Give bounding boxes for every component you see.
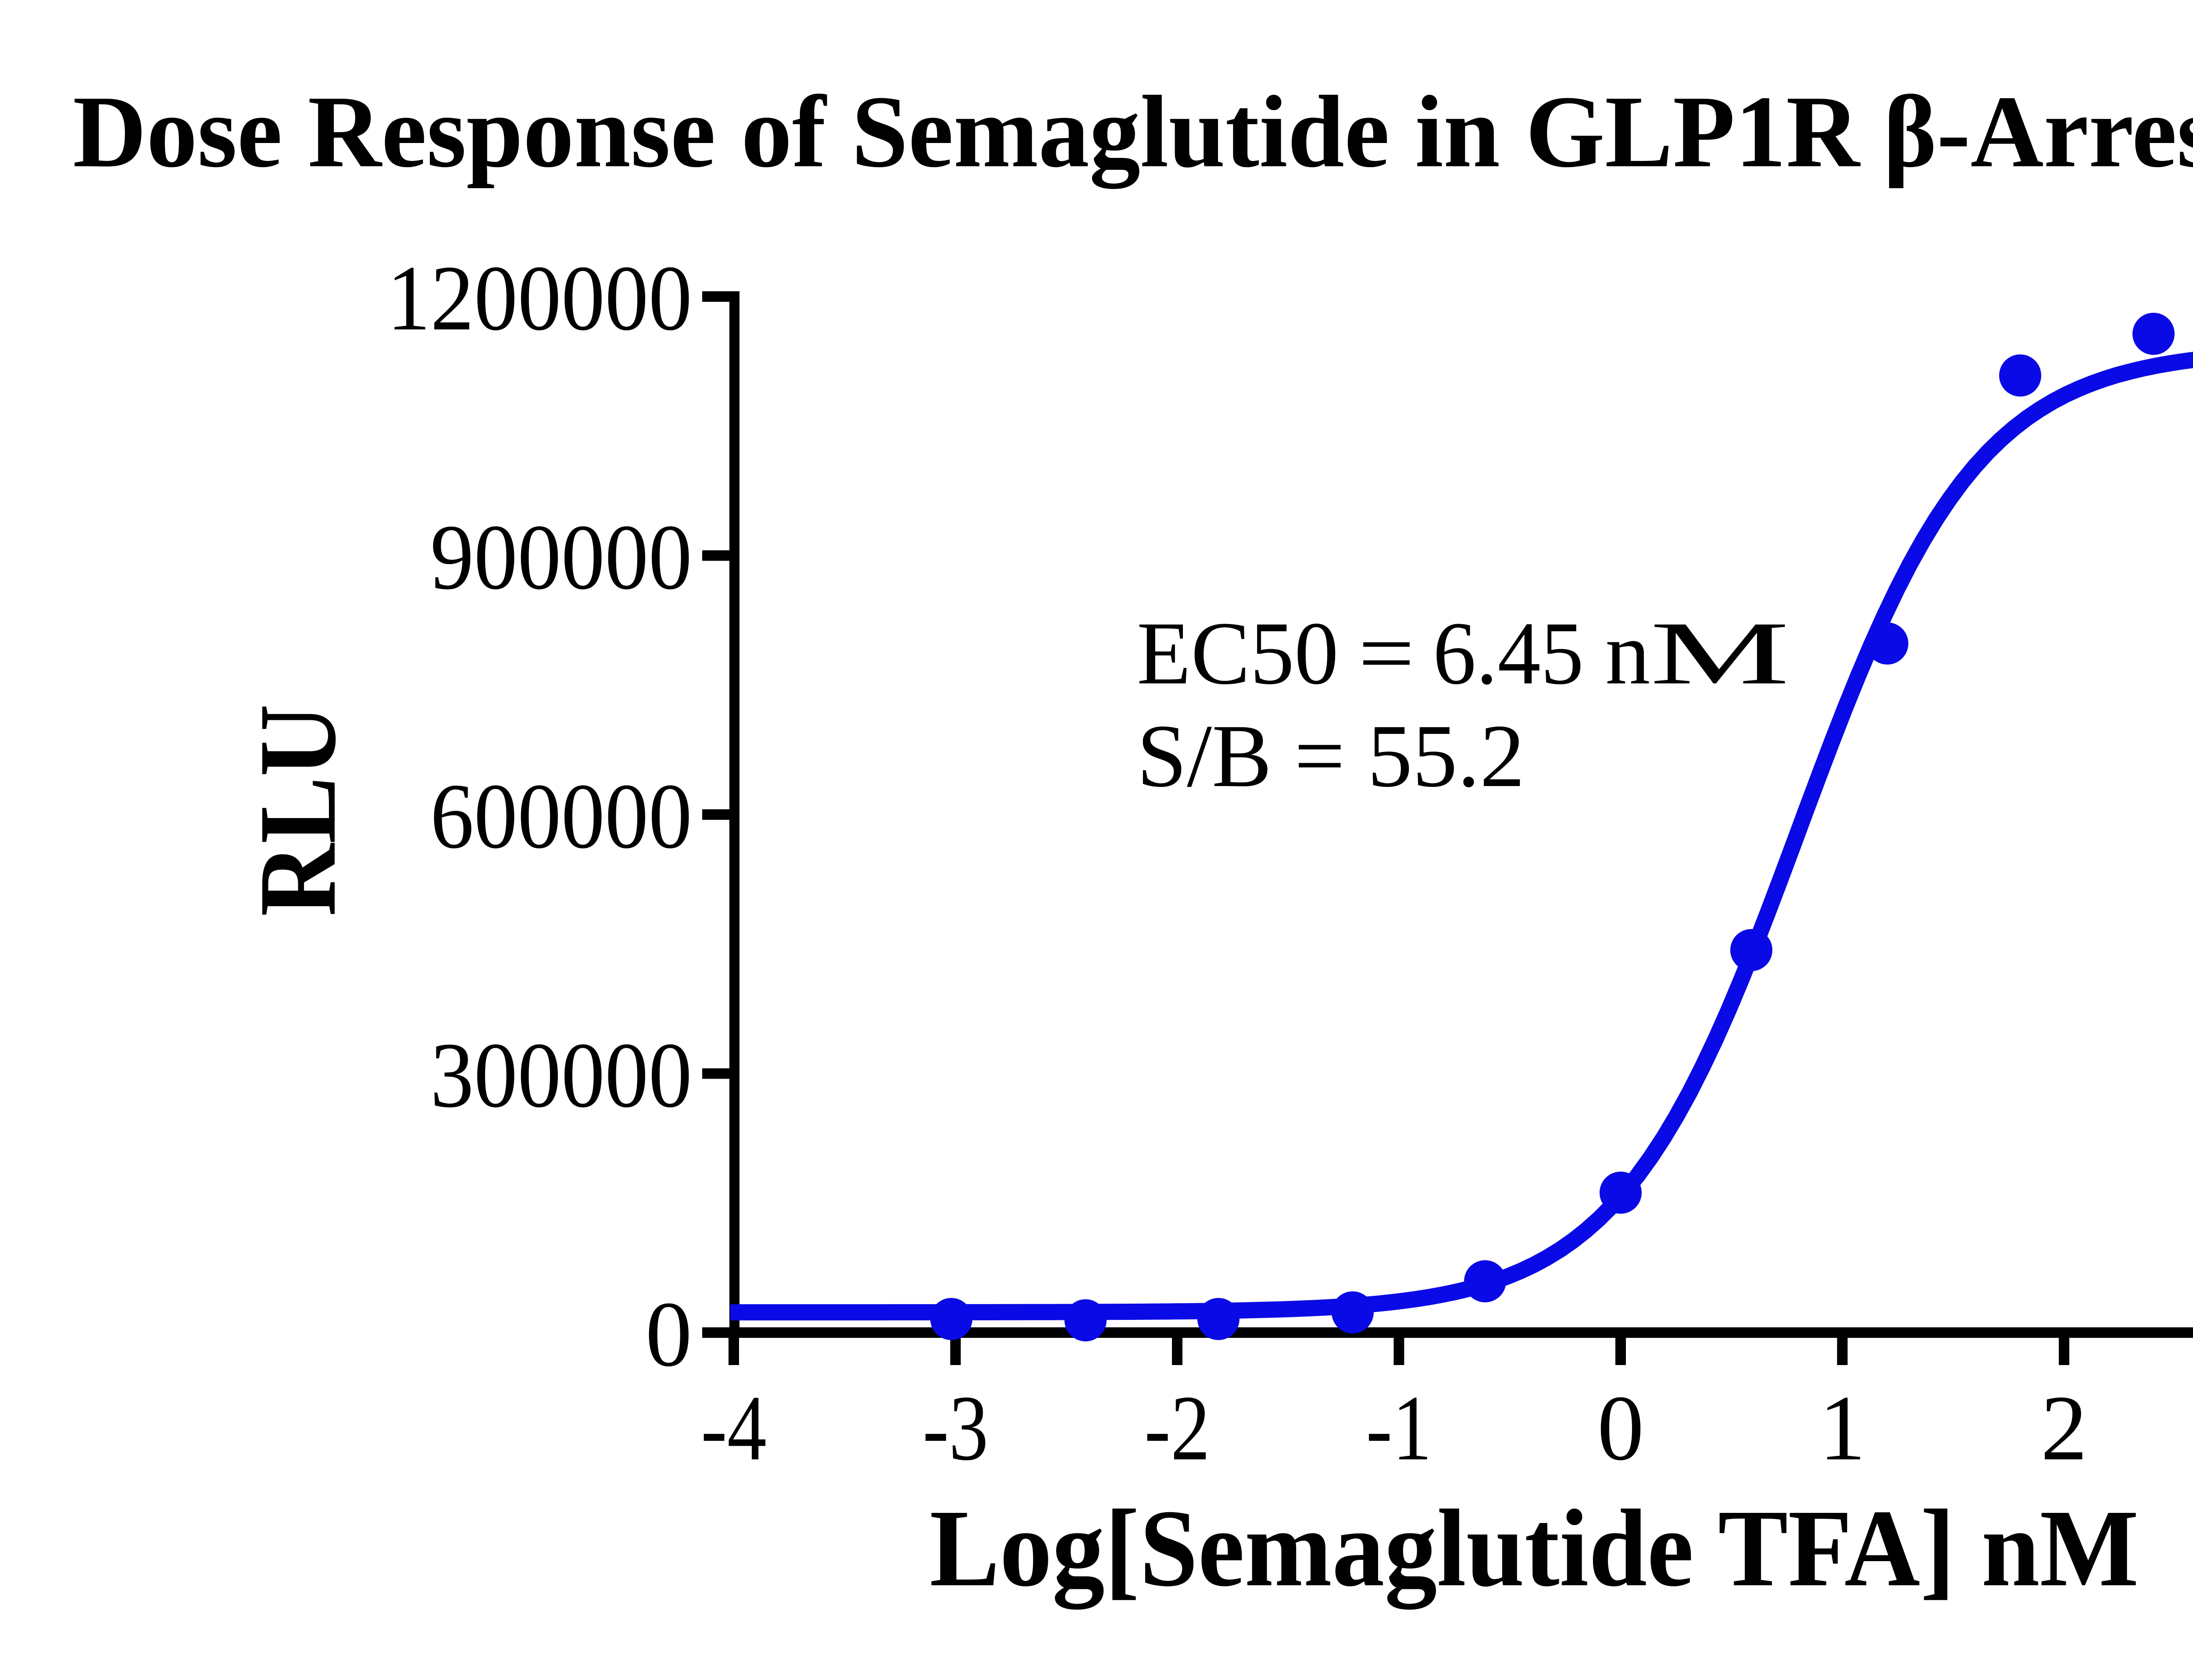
svg-text:-3: -3 <box>923 1376 989 1480</box>
svg-text:0: 0 <box>1597 1376 1644 1480</box>
svg-text:Dose Response of Semaglutide i: Dose Response of Semaglutide in GLP1R <box>73 75 1861 189</box>
svg-text:n: n <box>1605 604 1650 703</box>
svg-text:RLU: RLU <box>236 704 359 916</box>
svg-text:S/B = 55.2: S/B = 55.2 <box>1137 706 1525 806</box>
svg-text:600000: 600000 <box>430 765 692 868</box>
svg-text:Log[Semaglutide TFA] nM: Log[Semaglutide TFA] nM <box>930 1487 2139 1610</box>
svg-text:0: 0 <box>646 1283 693 1386</box>
svg-text:M: M <box>1650 604 1789 703</box>
svg-text:300000: 300000 <box>430 1024 692 1127</box>
svg-text:1: 1 <box>1819 1376 1866 1480</box>
svg-text:2: 2 <box>2041 1376 2088 1480</box>
svg-text:900000: 900000 <box>430 506 692 609</box>
svg-text:-4: -4 <box>701 1376 767 1480</box>
svg-text:-1: -1 <box>1366 1376 1432 1480</box>
svg-text:-2: -2 <box>1144 1376 1210 1480</box>
svg-text:=: = <box>1358 604 1414 703</box>
svg-text:EC50: EC50 <box>1137 604 1339 703</box>
svg-text:β-Arrestin 1 CHO: β-Arrestin 1 CHO <box>1883 75 2193 189</box>
svg-text:6.45: 6.45 <box>1433 604 1584 703</box>
svg-text:1200000: 1200000 <box>387 247 692 350</box>
